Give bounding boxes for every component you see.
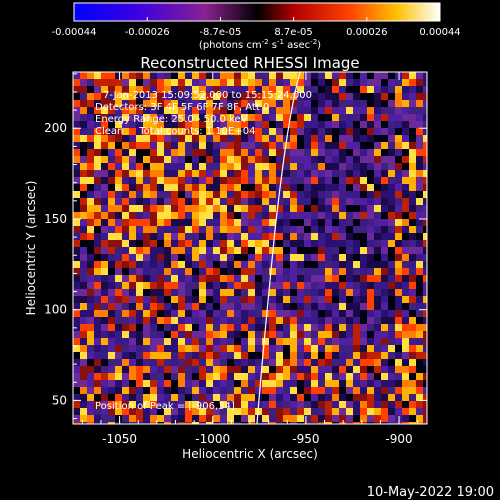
x-axis-label: Heliocentric X (arcsec): [182, 447, 318, 461]
colorbar-frame: [73, 2, 441, 22]
y-tick-label: 50: [52, 393, 67, 407]
peak-position-label: Position of Peak = [-906,34]: [95, 401, 235, 412]
x-tick-label: -1050: [102, 432, 137, 446]
colorbar-tick-label: -0.00026: [125, 27, 170, 38]
info-line-counts: Clean Total counts: 1.10E+04: [95, 126, 255, 137]
y-axis-label: Heliocentric Y (arcsec): [24, 181, 38, 316]
y-tick-label: 100: [44, 303, 67, 317]
colorbar-tick-label: -8.7e-05: [199, 27, 241, 38]
x-tick-label: -900: [385, 432, 412, 446]
info-line-time: 7-Jan-2013 15:09:52.000 to 15:15:24.000: [103, 90, 312, 101]
axis-ticks: [73, 72, 427, 424]
heatmap-pixels: [73, 72, 427, 424]
x-tick-label: -950: [292, 432, 319, 446]
solar-limb-line: [256, 72, 301, 424]
y-tick-label: 200: [44, 121, 67, 135]
timestamp: 10-May-2022 19:00: [367, 485, 494, 500]
info-line-energy: Energy Range: 25.0 - 50.0 keV: [95, 114, 248, 125]
image-title: Reconstructed RHESSI Image: [140, 54, 359, 72]
colorbar-ticks: -0.00044 -0.00026 -8.7e-05 8.7e-05 0.00026 0.…: [52, 17, 461, 38]
image-plot: 7-Jan-2013 15:09:52.000 to 15:15:24.000 …: [72, 71, 428, 425]
colorbar-units: (photons cm-2 s-1 asec-2): [199, 38, 321, 51]
colorbar-tick-label: 0.00026: [346, 27, 387, 38]
info-line-detectors: Detectors: 3F 4F 5F 6F 7F 8F, Att 0: [95, 102, 269, 113]
colorbar-tick-label: 8.7e-05: [274, 27, 312, 38]
x-tick-label: -1000: [195, 432, 230, 446]
colorbar-tick-label: -0.00044: [52, 27, 97, 38]
y-tick-label: 150: [44, 212, 67, 226]
colorbar-tick-label: 0.00044: [419, 27, 460, 38]
y-tick-labels: 50 100 150 200: [44, 121, 67, 407]
x-tick-labels: -1050 -1000 -950 -900: [102, 432, 413, 446]
info-block: 7-Jan-2013 15:09:52.000 to 15:15:24.000 …: [95, 90, 312, 137]
colorbar: -0.00044 -0.00026 -8.7e-05 8.7e-05 0.00026 0.…: [52, 2, 461, 51]
colorbar-gradient: [74, 3, 440, 21]
